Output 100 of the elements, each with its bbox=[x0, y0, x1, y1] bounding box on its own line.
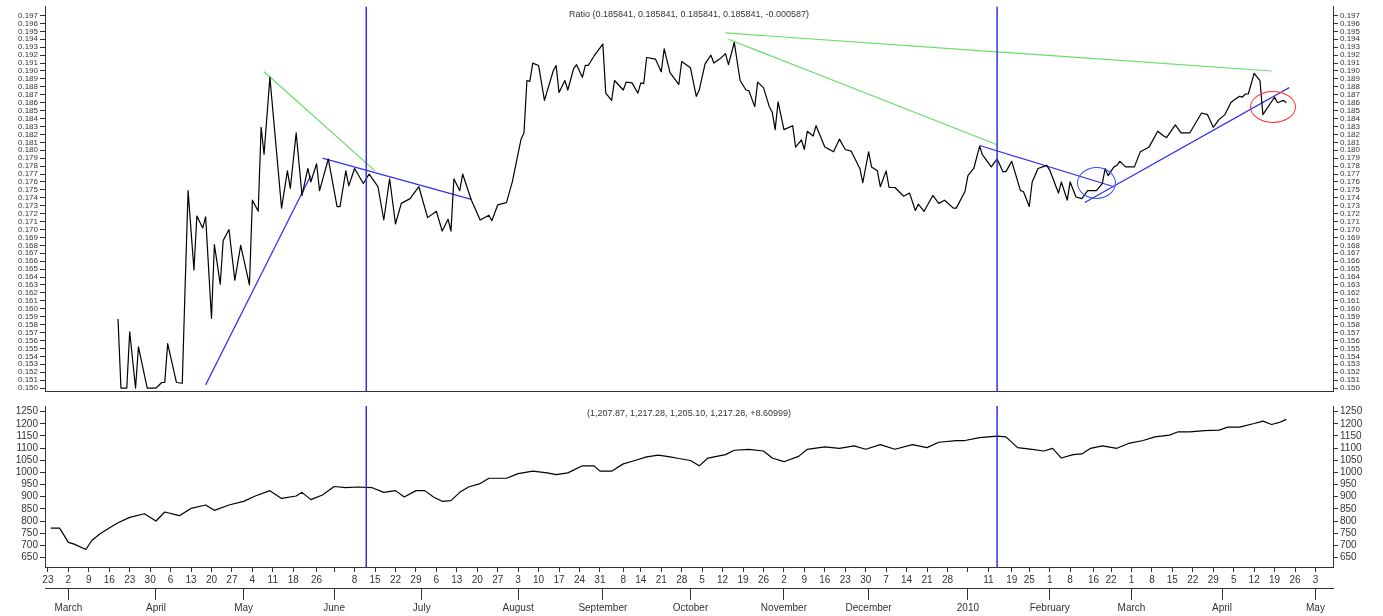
y2-tick-label: 0.178 bbox=[1340, 161, 1361, 171]
y-tick-label: 0.165 bbox=[17, 264, 39, 274]
y2-tick-label: 0.196 bbox=[1340, 18, 1361, 28]
chart-title: (1,207.87, 1,217.28, 1,205.10, 1,217.28, +8.60999) bbox=[587, 407, 791, 418]
y2-tick-label: 1100 bbox=[1340, 441, 1362, 453]
x-tick-label: 23 bbox=[124, 573, 136, 585]
y-tick-label: 0.171 bbox=[17, 216, 39, 226]
y2-tick-label: 0.151 bbox=[1340, 375, 1361, 385]
x-tick-label: 8 bbox=[620, 573, 627, 585]
y-tick-label: 0.168 bbox=[17, 240, 39, 250]
y-tick-label: 0.154 bbox=[17, 351, 39, 361]
x2-tick-label: May bbox=[1306, 601, 1325, 613]
x-tick-label: 11 bbox=[983, 573, 994, 585]
y-tick-label: 0.185 bbox=[17, 105, 39, 115]
x-tick-label: 19 bbox=[737, 573, 750, 585]
x-tick-label: 21 bbox=[921, 573, 934, 585]
y2-tick-label: 0.183 bbox=[1340, 121, 1361, 131]
y-tick-label: 0.161 bbox=[17, 296, 39, 306]
y2-tick-label: 800 bbox=[1340, 514, 1358, 526]
y-tick-label: 0.174 bbox=[17, 193, 39, 203]
x-tick-label: 26 bbox=[1289, 573, 1302, 585]
y2-tick-label: 0.187 bbox=[1340, 89, 1361, 99]
y-tick-label: 0.184 bbox=[17, 113, 39, 123]
x2-tick-label: March bbox=[1117, 601, 1146, 613]
x-tick-label: 23 bbox=[839, 573, 852, 585]
y2-tick-label: 1000 bbox=[1340, 466, 1363, 478]
y2-tick-label: 0.195 bbox=[1340, 26, 1361, 36]
y-tick-label: 0.186 bbox=[17, 97, 39, 107]
y2-tick-label: 0.161 bbox=[1340, 296, 1361, 306]
y-tick-label: 0.158 bbox=[17, 319, 39, 329]
x-tick-label: 18 bbox=[287, 573, 300, 585]
y2-tick-label: 0.193 bbox=[1340, 42, 1361, 52]
y2-tick-label: 0.157 bbox=[1340, 327, 1361, 337]
x-tick-label: 7 bbox=[883, 573, 890, 585]
x2-tick-label: June bbox=[323, 601, 346, 613]
x-tick-label: 23 bbox=[42, 573, 54, 585]
x-tick-label: 26 bbox=[757, 573, 770, 585]
y2-tick-label: 0.175 bbox=[1340, 185, 1361, 195]
x-tick-label: 16 bbox=[819, 573, 831, 585]
y-tick-label: 0.166 bbox=[17, 256, 39, 266]
x-tick-label: 22 bbox=[1105, 573, 1118, 585]
x-tick-label: 9 bbox=[86, 573, 93, 585]
y-tick-label: 0.169 bbox=[17, 232, 39, 242]
x-tick-label: 22 bbox=[389, 573, 402, 585]
y2-tick-label: 0.158 bbox=[1340, 319, 1361, 329]
y2-tick-label: 0.192 bbox=[1340, 50, 1361, 60]
x-tick-label: 14 bbox=[901, 573, 913, 585]
y-tick-label: 0.192 bbox=[17, 50, 39, 60]
x-tick-label: 30 bbox=[860, 573, 872, 585]
x-tick-label: 28 bbox=[676, 573, 688, 585]
y2-tick-label: 1050 bbox=[1340, 453, 1363, 465]
y-tick-label: 950 bbox=[21, 478, 39, 490]
y2-tick-label: 650 bbox=[1340, 551, 1358, 563]
y-tick-label: 0.178 bbox=[17, 161, 39, 171]
y-tick-label: 0.179 bbox=[17, 153, 39, 163]
y2-tick-label: 0.189 bbox=[1340, 74, 1361, 84]
y-tick-label: 0.195 bbox=[17, 26, 39, 36]
y2-tick-label: 0.165 bbox=[1340, 264, 1361, 274]
x-tick-label: 20 bbox=[471, 573, 484, 585]
x-tick-label: 6 bbox=[167, 573, 174, 585]
x-tick-label: 28 bbox=[941, 573, 954, 585]
y2-tick-label: 0.179 bbox=[1340, 153, 1361, 163]
y2-tick-label: 1250 bbox=[1340, 405, 1363, 417]
y2-tick-label: 0.188 bbox=[1340, 82, 1361, 92]
x-tick-label: 19 bbox=[1006, 573, 1018, 585]
x-tick-label: 21 bbox=[655, 573, 668, 585]
x-tick-label: 19 bbox=[1269, 573, 1281, 585]
y-tick-label: 0.183 bbox=[17, 121, 39, 131]
y-tick-label: 0.173 bbox=[17, 200, 39, 210]
y-tick-label: 0.167 bbox=[17, 248, 39, 258]
y2-tick-label: 0.152 bbox=[1340, 367, 1361, 377]
x2-tick-label: August bbox=[502, 601, 534, 613]
x-tick-label: 16 bbox=[1087, 573, 1100, 585]
x-tick-label: 3 bbox=[515, 573, 522, 585]
y-tick-label: 0.190 bbox=[17, 66, 39, 76]
x2-tick-label: April bbox=[1212, 601, 1233, 613]
y2-tick-label: 0.182 bbox=[1340, 129, 1361, 139]
y2-tick-label: 0.190 bbox=[1340, 66, 1361, 76]
x-tick-label: 3 bbox=[1312, 573, 1319, 585]
y2-tick-label: 0.167 bbox=[1340, 248, 1361, 258]
x-tick-label: 1 bbox=[1046, 573, 1053, 585]
x-tick-label: 17 bbox=[553, 573, 566, 585]
x-tick-label: 15 bbox=[1166, 573, 1179, 585]
y-tick-label: 0.160 bbox=[17, 303, 39, 313]
y-tick-label: 1000 bbox=[15, 466, 39, 478]
y-tick-label: 0.189 bbox=[17, 74, 39, 84]
x-tick-label: 8 bbox=[351, 573, 358, 585]
x2-tick-label: July bbox=[412, 601, 431, 613]
x-tick-label: 2 bbox=[781, 573, 788, 585]
y-tick-label: 1200 bbox=[15, 417, 39, 429]
y-tick-label: 0.194 bbox=[17, 34, 39, 44]
y2-tick-label: 0.186 bbox=[1340, 97, 1361, 107]
x-tick-label: 22 bbox=[1187, 573, 1199, 585]
y-tick-label: 1100 bbox=[16, 441, 39, 453]
y2-tick-label: 0.194 bbox=[1340, 34, 1361, 44]
y-tick-label: 0.152 bbox=[17, 367, 39, 377]
y-tick-label: 0.182 bbox=[17, 129, 39, 139]
x-tick-label: 13 bbox=[451, 573, 463, 585]
y-tick-label: 850 bbox=[21, 502, 39, 514]
y2-tick-label: 0.197 bbox=[1340, 10, 1361, 20]
